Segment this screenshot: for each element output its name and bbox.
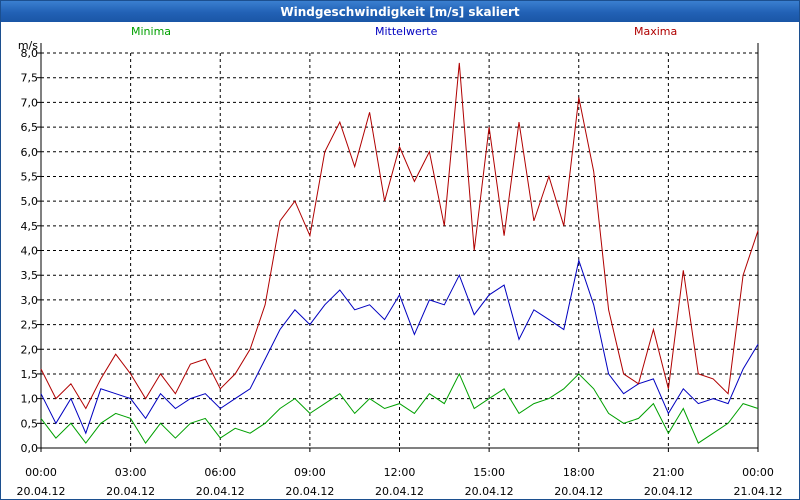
x-tick-time: 15:00 bbox=[473, 466, 505, 479]
x-tick-date: 20.04.12 bbox=[17, 485, 66, 498]
y-axis-unit: m/s bbox=[18, 39, 38, 52]
axes bbox=[37, 43, 759, 452]
y-tick-label: 7,0 bbox=[21, 96, 39, 109]
y-tick-label: 8,0 bbox=[21, 47, 39, 60]
y-tick-label: 3,5 bbox=[21, 269, 39, 282]
x-tick-time: 09:00 bbox=[294, 466, 326, 479]
series-line-minima bbox=[40, 372, 759, 444]
legend-maxima: Maxima bbox=[634, 25, 678, 38]
y-tick-label: 6,0 bbox=[21, 146, 39, 159]
grid-lines bbox=[41, 52, 758, 448]
y-tick-label: 4,5 bbox=[21, 220, 39, 233]
y-tick-label: 2,0 bbox=[21, 343, 39, 356]
x-tick-time: 06:00 bbox=[204, 466, 236, 479]
x-tick-time: 00:00 bbox=[742, 466, 774, 479]
y-tick-label: 5,0 bbox=[21, 195, 39, 208]
x-tick-date: 20.04.12 bbox=[554, 485, 603, 498]
x-tick-time: 03:00 bbox=[115, 466, 147, 479]
y-tick-label: 5,5 bbox=[21, 170, 39, 183]
y-tick-label: 0,0 bbox=[21, 442, 39, 455]
x-tick-time: 21:00 bbox=[653, 466, 685, 479]
series-line-maxima bbox=[40, 62, 759, 410]
y-tick-label: 3,0 bbox=[21, 294, 39, 307]
x-tick-date: 20.04.12 bbox=[106, 485, 155, 498]
y-tick-label: 6,5 bbox=[21, 121, 39, 134]
x-tick-date: 21.04.12 bbox=[734, 485, 783, 498]
y-tick-label: 0,5 bbox=[21, 417, 39, 430]
tick-labels: 0,0 0,5 1,0 1,5 2,0 2,5 3,0 3,5 4,0 4,5 5,0 5,5 6,0 6… bbox=[17, 39, 783, 498]
y-tick-label: 2,5 bbox=[21, 319, 39, 332]
x-tick-time: 00:00 bbox=[25, 466, 57, 479]
x-tick-date: 20.04.12 bbox=[285, 485, 334, 498]
x-tick-time: 18:00 bbox=[563, 466, 595, 479]
x-tick-date: 20.04.12 bbox=[465, 485, 514, 498]
y-tick-label: 7,5 bbox=[21, 72, 39, 85]
legend-minima: Minima bbox=[131, 25, 172, 38]
x-tick-date: 20.04.12 bbox=[196, 485, 245, 498]
x-tick-date: 20.04.12 bbox=[375, 485, 424, 498]
x-tick-date: 20.04.12 bbox=[644, 485, 693, 498]
y-tick-label: 4,0 bbox=[21, 245, 39, 258]
y-tick-label: 1,0 bbox=[21, 393, 39, 406]
y-tick-label: 1,5 bbox=[21, 368, 39, 381]
series-lines bbox=[40, 62, 759, 444]
x-tick-time: 12:00 bbox=[384, 466, 416, 479]
legend-mittelwerte: Mittelwerte bbox=[375, 25, 438, 38]
window-title: Windgeschwindigkeit [m/s] skaliert bbox=[1, 1, 799, 22]
